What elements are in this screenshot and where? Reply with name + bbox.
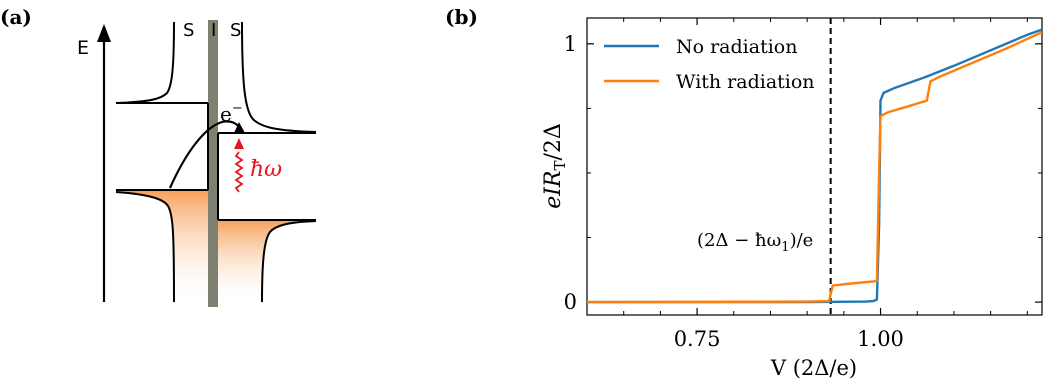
plot-frame — [586, 17, 1043, 316]
energy-axis-arrow-icon — [97, 24, 111, 42]
energy-axis-label: E — [77, 37, 89, 59]
photon-energy-label: ħω — [250, 157, 282, 182]
tunneling-arrow-icon — [234, 122, 245, 133]
insulating-barrier — [208, 20, 218, 307]
x-axis-label: V (2Δ/e) — [770, 356, 857, 380]
y-tick-label: 1 — [564, 32, 577, 56]
y-tick-label: 0 — [564, 290, 577, 314]
legend: No radiation With radiation — [604, 36, 815, 93]
right-lower-dos-curve — [261, 220, 317, 303]
photon-arrow-icon — [234, 138, 244, 149]
junction-label-right-s: S — [230, 20, 241, 41]
y-axis-label: eIRT/2Δ — [541, 123, 569, 209]
threshold-annotation: (2Δ − ħω1)/e — [697, 230, 813, 255]
panel-b-label: (b) — [445, 5, 478, 29]
x-tick-label: 0.75 — [674, 327, 721, 351]
left-lower-dos-curve — [115, 191, 175, 303]
junction-label-i: I — [211, 20, 216, 41]
tunneling-path — [168, 120, 240, 189]
legend-label-no-radiation: No radiation — [676, 36, 797, 58]
photon-wave-icon — [234, 151, 244, 193]
right-filled-states — [218, 220, 316, 306]
right-upper-dos-curve — [241, 21, 317, 133]
electron-label: e− — [220, 101, 243, 126]
legend-label-with-radiation: With radiation — [676, 71, 815, 93]
series-line-no-radiation — [587, 28, 1042, 304]
left-upper-dos-curve — [115, 21, 175, 104]
axis-ticks — [587, 18, 1042, 315]
series-lines — [587, 28, 1042, 304]
left-filled-states — [116, 190, 208, 306]
x-tick-label: 1.00 — [857, 327, 904, 351]
panel-a-diagram: (a) E S I S e− ħω — [0, 5, 317, 307]
axis-tick-labels: 0.75 1.00 0 1 — [564, 32, 904, 351]
junction-label-left-s: S — [183, 20, 194, 41]
series-line-with-radiation — [587, 31, 1042, 304]
panel-a-label: (a) — [0, 5, 32, 29]
panel-b-chart: (b) 0.75 1.00 0 1 No radiation With radiati… — [445, 5, 1043, 380]
